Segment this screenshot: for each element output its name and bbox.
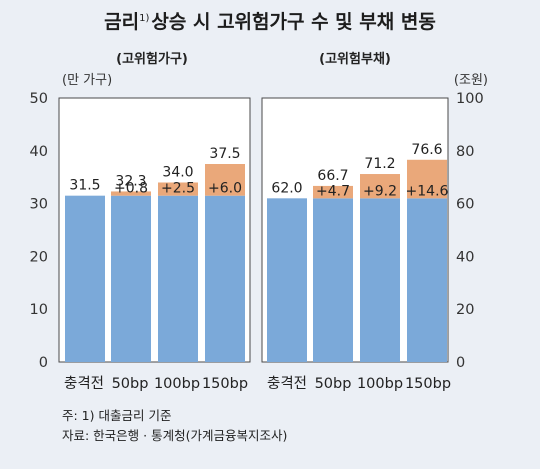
right-increment-label-1: +4.7 — [316, 183, 350, 199]
left-bar-base-0 — [65, 195, 105, 362]
left-bar-increment-3 — [205, 164, 245, 196]
right-bar-base-1 — [313, 198, 353, 362]
left-tick-label-4: 40 — [30, 144, 48, 160]
left-tick-label-5: 50 — [30, 91, 48, 107]
left-bars: 31.5 +0.832.3 +2.534.0 +6.0 37.5 — [65, 146, 245, 362]
right-bar-base-2 — [360, 198, 400, 362]
left-bar-increment-2 — [158, 182, 198, 196]
left-total-label-0: 31.5 — [69, 178, 100, 194]
chart-title: 금리1) 상승 시 고위험가구 수 및 부채 변동 — [104, 11, 436, 33]
right-category-label-3: 150bp — [405, 376, 451, 392]
left-axis-unit: (만 가구) — [62, 73, 112, 88]
right-bar-base-0 — [267, 198, 307, 362]
left-total-label-1: 32.3 — [115, 173, 146, 189]
right-total-label-0: 62.0 — [271, 180, 302, 196]
left-tick-label-2: 20 — [30, 249, 48, 265]
right-total-label-3: 76.6 — [411, 142, 442, 158]
left-category-label-2: 100bp — [154, 376, 200, 392]
right-tick-label-2: 40 — [456, 249, 474, 265]
right-axis-ticks: 0 20 40 60 80 100 — [456, 91, 484, 371]
right-tick-label-3: 60 — [456, 197, 474, 213]
left-tick-label-0: 0 — [39, 355, 48, 371]
left-bar-increment-1 — [111, 191, 151, 196]
left-bar-base-1 — [111, 195, 151, 362]
right-bar-increment-1 — [313, 185, 353, 199]
right-total-label-2: 71.2 — [364, 156, 395, 172]
left-bar-base-3 — [205, 195, 245, 362]
left-bar-base-2 — [158, 195, 198, 362]
right-category-label-0: 충격전 — [267, 375, 307, 392]
right-total-label-1: 66.7 — [317, 168, 348, 184]
right-tick-label-4: 80 — [456, 144, 474, 160]
right-increment-label-2: +9.2 — [363, 183, 397, 199]
right-tick-label-1: 20 — [456, 302, 474, 318]
right-bar-increment-3 — [407, 159, 447, 199]
left-category-label-3: 150bp — [202, 376, 248, 392]
left-panel-subtitle: (고위험가구) — [116, 51, 188, 67]
right-tick-label-5: 100 — [456, 91, 484, 107]
left-category-labels: 충격전 50bp 100bp 150bp — [64, 375, 248, 392]
title-superscript: 1) — [139, 13, 149, 24]
right-bar-increment-2 — [360, 174, 400, 199]
left-tick-label-1: 10 — [30, 302, 48, 318]
right-category-labels: 충격전 50bp 100bp 150bp — [267, 375, 451, 392]
right-category-label-1: 50bp — [315, 376, 352, 392]
footnote: 주: 1) 대출금리 기준 — [62, 408, 171, 423]
right-increment-label-3: +14.6 — [406, 183, 449, 199]
right-tick-label-0: 0 — [456, 355, 465, 371]
right-panel-subtitle: (고위험부채) — [319, 51, 391, 67]
right-axis-unit: (조원) — [454, 73, 488, 88]
title-part-a: 금리 — [104, 11, 139, 33]
left-increment-label-1: +0.8 — [114, 181, 148, 197]
title-part-b: 상승 시 고위험가구 수 및 부채 변동 — [151, 11, 435, 33]
left-increment-label-2: +2.5 — [161, 181, 195, 197]
left-category-label-1: 50bp — [112, 376, 149, 392]
right-bar-base-3 — [407, 198, 447, 362]
right-bars: 62.0 +4.766.7 +9.2 71.2 +14.6 76.6 — [267, 142, 449, 362]
left-total-label-2: 34.0 — [162, 164, 193, 180]
left-category-label-0: 충격전 — [64, 375, 104, 392]
left-tick-label-3: 30 — [30, 197, 48, 213]
left-total-label-3: 37.5 — [209, 146, 240, 162]
left-axis-ticks: 0 10 20 30 40 50 — [30, 91, 48, 371]
right-category-label-2: 100bp — [357, 376, 403, 392]
source-note: 자료: 한국은행 · 통계청(가계금융복지조사) — [62, 428, 287, 443]
left-increment-label-3: +6.0 — [208, 181, 242, 197]
